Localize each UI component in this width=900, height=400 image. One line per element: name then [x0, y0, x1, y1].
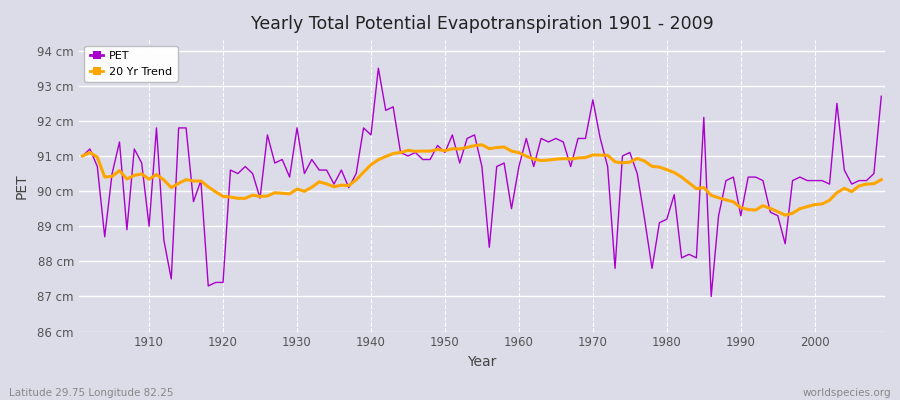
X-axis label: Year: Year [467, 355, 497, 369]
Text: Latitude 29.75 Longitude 82.25: Latitude 29.75 Longitude 82.25 [9, 388, 174, 398]
Y-axis label: PET: PET [15, 173, 29, 199]
Title: Yearly Total Potential Evapotranspiration 1901 - 2009: Yearly Total Potential Evapotranspiratio… [250, 15, 714, 33]
Legend: PET, 20 Yr Trend: PET, 20 Yr Trend [85, 46, 177, 82]
Text: worldspecies.org: worldspecies.org [803, 388, 891, 398]
